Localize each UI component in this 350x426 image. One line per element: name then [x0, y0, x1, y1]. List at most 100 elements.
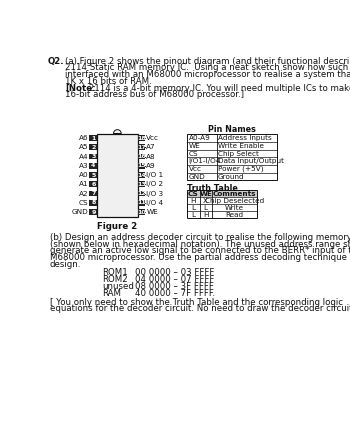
Bar: [138, 181, 145, 187]
Text: Vcc: Vcc: [189, 166, 202, 172]
Text: unused: unused: [102, 282, 134, 291]
Text: A8: A8: [146, 154, 156, 160]
Text: Comments: Comments: [213, 191, 256, 197]
Text: Write: Write: [225, 205, 244, 211]
Text: CS: CS: [79, 200, 88, 206]
Wedge shape: [113, 130, 121, 133]
Text: generate an active low signal to be connected to the BERR* input of the: generate an active low signal to be conn…: [50, 246, 350, 256]
Text: L: L: [204, 205, 208, 211]
Text: GND: GND: [71, 209, 88, 215]
Text: A0-A9: A0-A9: [189, 135, 210, 141]
Bar: [90, 181, 97, 187]
Text: A5: A5: [79, 144, 88, 150]
Text: 4: 4: [91, 163, 96, 168]
Text: A6: A6: [79, 135, 88, 141]
Text: equations for the decoder circuit. No need to draw the decoder circuit.]: equations for the decoder circuit. No ne…: [50, 305, 350, 314]
Text: CS: CS: [189, 150, 198, 156]
Text: WE: WE: [199, 191, 212, 197]
Text: CS: CS: [188, 191, 199, 197]
Text: Write Enable: Write Enable: [218, 143, 264, 149]
Text: WE: WE: [146, 209, 158, 215]
Text: (a) Figure 2 shows the pinout diagram (and their functional description) of the: (a) Figure 2 shows the pinout diagram (a…: [65, 57, 350, 66]
Text: 13: 13: [137, 182, 146, 187]
Text: design.: design.: [50, 260, 81, 269]
Bar: [138, 163, 145, 169]
Text: Vcc: Vcc: [146, 135, 160, 141]
Text: M68000 microprocessor. Use the partial address decoding technique for your: M68000 microprocessor. Use the partial a…: [50, 253, 350, 262]
Text: interfaced with an M68000 microprocessor to realise a system that needs: interfaced with an M68000 microprocessor…: [65, 70, 350, 79]
Text: [Note:: [Note:: [65, 83, 96, 92]
Bar: [138, 200, 145, 206]
Text: Chip Deselected: Chip Deselected: [205, 198, 264, 204]
Bar: [90, 163, 97, 169]
Text: 10: 10: [137, 210, 146, 215]
Text: (b) Design an address decoder circuit to realise the following memory map: (b) Design an address decoder circuit to…: [50, 233, 350, 242]
Text: 15: 15: [137, 163, 146, 168]
Text: Read: Read: [225, 212, 244, 218]
Bar: [90, 172, 97, 178]
Text: ROM2: ROM2: [102, 275, 128, 284]
Bar: [187, 190, 257, 218]
Text: Ground: Ground: [218, 174, 245, 180]
Text: 2: 2: [91, 145, 96, 150]
Text: 7: 7: [91, 191, 96, 196]
Bar: [138, 191, 145, 196]
Text: [ You only need to show the Truth Table and the corresponding logic: [ You only need to show the Truth Table …: [50, 298, 343, 307]
Text: I/O 3: I/O 3: [146, 190, 163, 196]
Text: Address Inputs: Address Inputs: [218, 135, 272, 141]
Bar: [90, 144, 97, 150]
Bar: [138, 209, 145, 215]
Bar: [138, 135, 145, 141]
Text: A4: A4: [79, 154, 88, 160]
Text: [Note:: [Note:: [65, 83, 92, 92]
Bar: [187, 134, 277, 181]
Text: 8: 8: [91, 200, 96, 205]
Text: I/O 1: I/O 1: [146, 172, 163, 178]
Bar: [97, 133, 138, 217]
Bar: [138, 172, 145, 178]
Text: RAM: RAM: [102, 288, 121, 298]
Text: 00 0000 – 03 FFFF: 00 0000 – 03 FFFF: [135, 268, 215, 277]
Text: Figure 2: Figure 2: [97, 222, 138, 231]
Text: 14: 14: [137, 173, 146, 178]
Text: 16-bit address bus of M68000 processor.]: 16-bit address bus of M68000 processor.]: [65, 90, 244, 99]
Bar: [90, 209, 97, 215]
Bar: [90, 154, 97, 159]
Text: I/O 2: I/O 2: [146, 181, 163, 187]
Text: 12: 12: [137, 191, 146, 196]
Text: 6: 6: [91, 182, 96, 187]
Text: [Note: 2114 is a 4-bit memory IC. You will need multiple ICs to make up the: [Note: 2114 is a 4-bit memory IC. You wi…: [65, 83, 350, 92]
Text: L: L: [191, 205, 195, 211]
Text: Q2.: Q2.: [48, 57, 64, 66]
Text: A2: A2: [79, 190, 88, 196]
Text: Chip Select: Chip Select: [218, 150, 259, 156]
Bar: [90, 191, 97, 196]
Bar: [138, 154, 145, 159]
Text: Data Input/Output: Data Input/Output: [218, 158, 284, 164]
Text: A7: A7: [146, 144, 156, 150]
Text: Pin Names: Pin Names: [208, 124, 256, 133]
Text: 2114 is a 4-bit memory IC. You will need multiple ICs to make up the: 2114 is a 4-bit memory IC. You will need…: [86, 83, 350, 92]
Bar: [90, 135, 97, 141]
Text: I/O1-I/O4: I/O1-I/O4: [189, 158, 221, 164]
Bar: [90, 200, 97, 206]
Text: WE: WE: [189, 143, 201, 149]
Bar: [187, 190, 257, 197]
Text: 18: 18: [137, 135, 146, 141]
Bar: [138, 144, 145, 150]
Text: 3: 3: [91, 154, 96, 159]
Text: 1K x 16 bits of RAM.: 1K x 16 bits of RAM.: [65, 77, 152, 86]
Text: 17: 17: [137, 145, 146, 150]
Text: A3: A3: [79, 163, 88, 169]
Text: 2114 Static RAM memory IC.  Using a neat sketch show how such IC may be: 2114 Static RAM memory IC. Using a neat …: [65, 63, 350, 72]
Text: 08 0000 – 3F FFFF: 08 0000 – 3F FFFF: [135, 282, 214, 291]
Text: 11: 11: [137, 200, 146, 205]
Text: GND: GND: [189, 174, 205, 180]
Text: H: H: [203, 212, 209, 218]
Text: (shown below in hexadecimal notation). The unused address range should: (shown below in hexadecimal notation). T…: [50, 239, 350, 249]
Text: X: X: [203, 198, 208, 204]
Text: ROM1: ROM1: [102, 268, 128, 277]
Text: 9: 9: [91, 210, 96, 215]
Text: 5: 5: [91, 173, 96, 178]
Text: Truth Table: Truth Table: [187, 184, 238, 193]
